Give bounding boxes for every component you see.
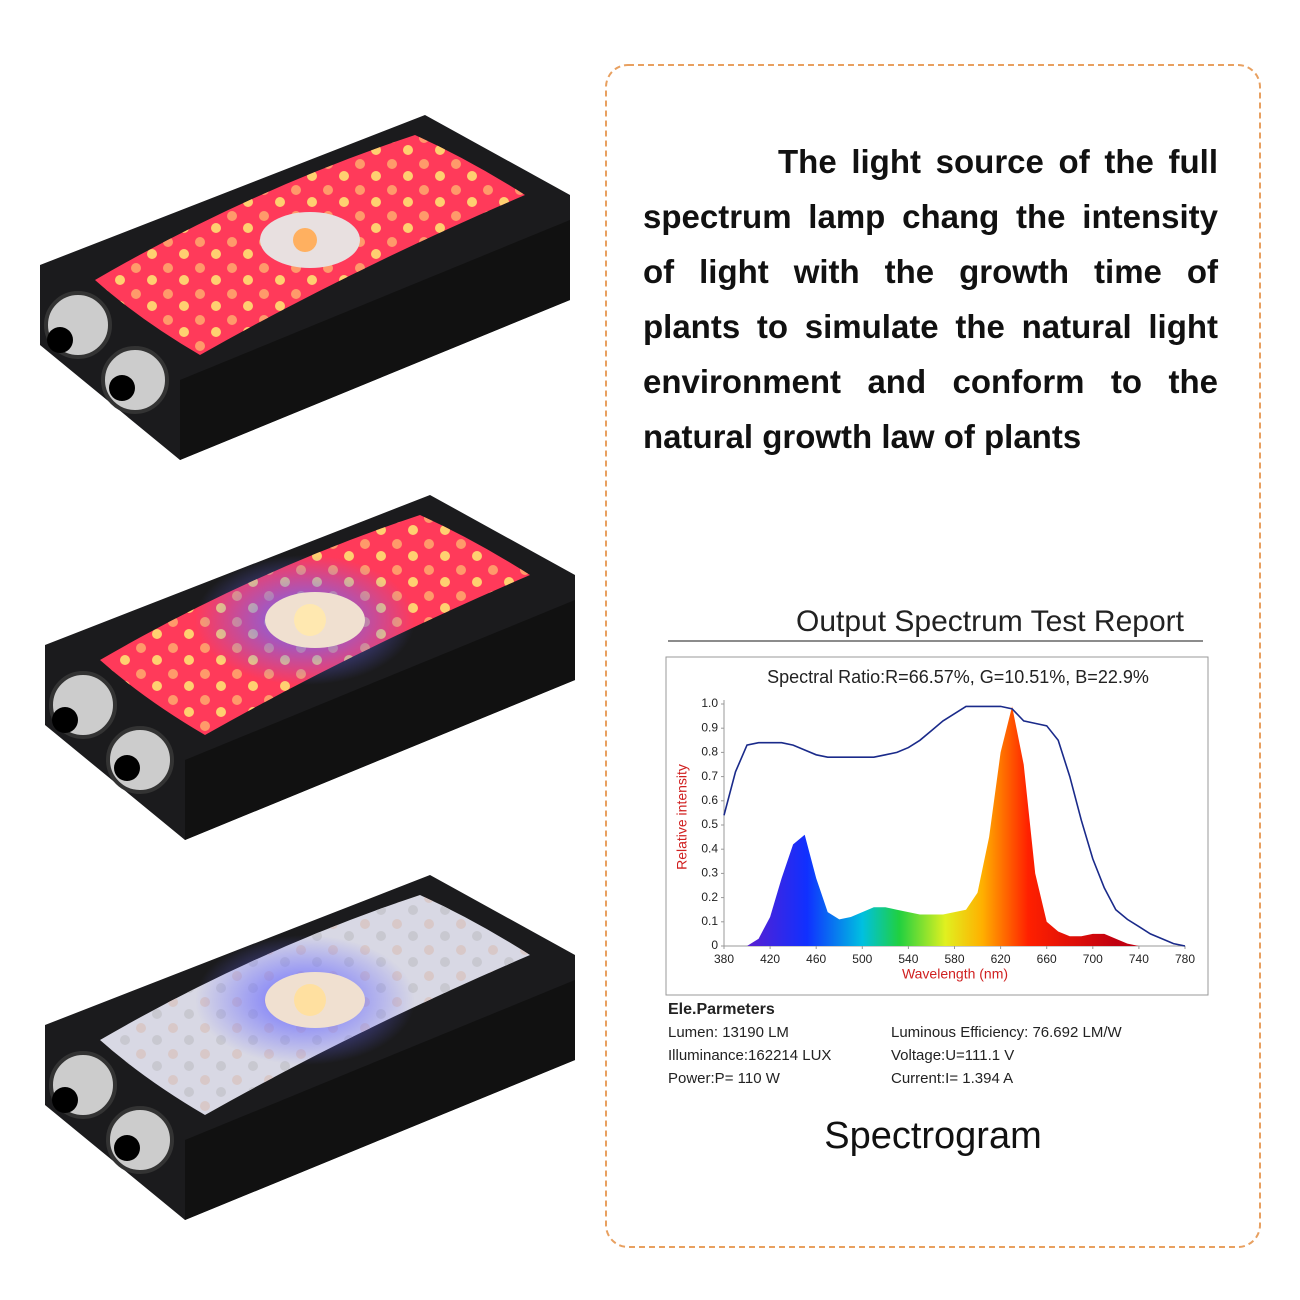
- x-tick-label: 380: [714, 952, 734, 966]
- y-tick-label: 0.1: [701, 914, 718, 928]
- x-tick-label: 740: [1129, 952, 1149, 966]
- x-tick-label: 580: [944, 952, 964, 966]
- x-tick-label: 540: [898, 952, 918, 966]
- lamp-white: [43, 873, 577, 1222]
- y-tick-label: 0.8: [701, 745, 718, 759]
- param-left: Power:P= 110 W: [668, 1070, 781, 1087]
- param-right: Current:I= 1.394 A: [891, 1070, 1013, 1087]
- plot: 0 0.1 0.2 0.3 0.4 0.5 0.6 0.7 0.8 0.9 1.0 380 420 460…: [701, 696, 1195, 966]
- x-tick-label: 780: [1175, 952, 1195, 966]
- params: Lumen: 13190 LM Illuminance:162214 LUX Pow…: [668, 1024, 1123, 1087]
- chart-subtitle: Spectral Ratio:R=66.57%, G=10.51%, B=22.…: [767, 667, 1149, 687]
- caption: Spectrogram: [824, 1115, 1042, 1157]
- spectrum-line: [723, 705, 1186, 947]
- params-heading: Ele.Parmeters: [668, 1001, 775, 1018]
- y-tick-label: 0.9: [701, 720, 718, 734]
- y-tick-label: 1.0: [701, 696, 718, 710]
- y-tick-label: 0.3: [701, 866, 718, 880]
- y-axis-label: Relative intensity: [674, 764, 690, 870]
- x-tick-label: 660: [1037, 952, 1057, 966]
- param-right: Voltage:U=111.1 V: [891, 1047, 1014, 1064]
- y-tick-label: 0.7: [701, 769, 718, 783]
- y-tick-label: 0.2: [701, 890, 718, 904]
- spectrum-area: [724, 706, 1185, 946]
- x-tick-label: 620: [991, 952, 1011, 966]
- y-tick-label: 0.6: [701, 793, 718, 807]
- chart-title: Output Spectrum Test Report: [796, 605, 1185, 638]
- x-axis-label: Wavelength (nm): [902, 966, 1008, 982]
- frame: [605, 64, 1261, 1248]
- param-right: Luminous Efficiency: 76.692 LM/W: [891, 1024, 1123, 1041]
- x-tick-label: 420: [760, 952, 780, 966]
- description: The light source of the full spectrum la…: [643, 143, 1218, 455]
- y-tick-label: 0.5: [701, 817, 718, 831]
- x-tick-label: 500: [852, 952, 872, 966]
- x-tick-label: 460: [806, 952, 826, 966]
- y-tick-label: 0.4: [701, 841, 718, 855]
- param-left: Illuminance:162214 LUX: [668, 1047, 831, 1064]
- y-tick-label: 0: [711, 938, 718, 952]
- x-tick-label: 700: [1083, 952, 1103, 966]
- lamp-red: [38, 113, 572, 462]
- lamp-mixed: [43, 493, 577, 842]
- param-left: Lumen: 13190 LM: [668, 1024, 789, 1041]
